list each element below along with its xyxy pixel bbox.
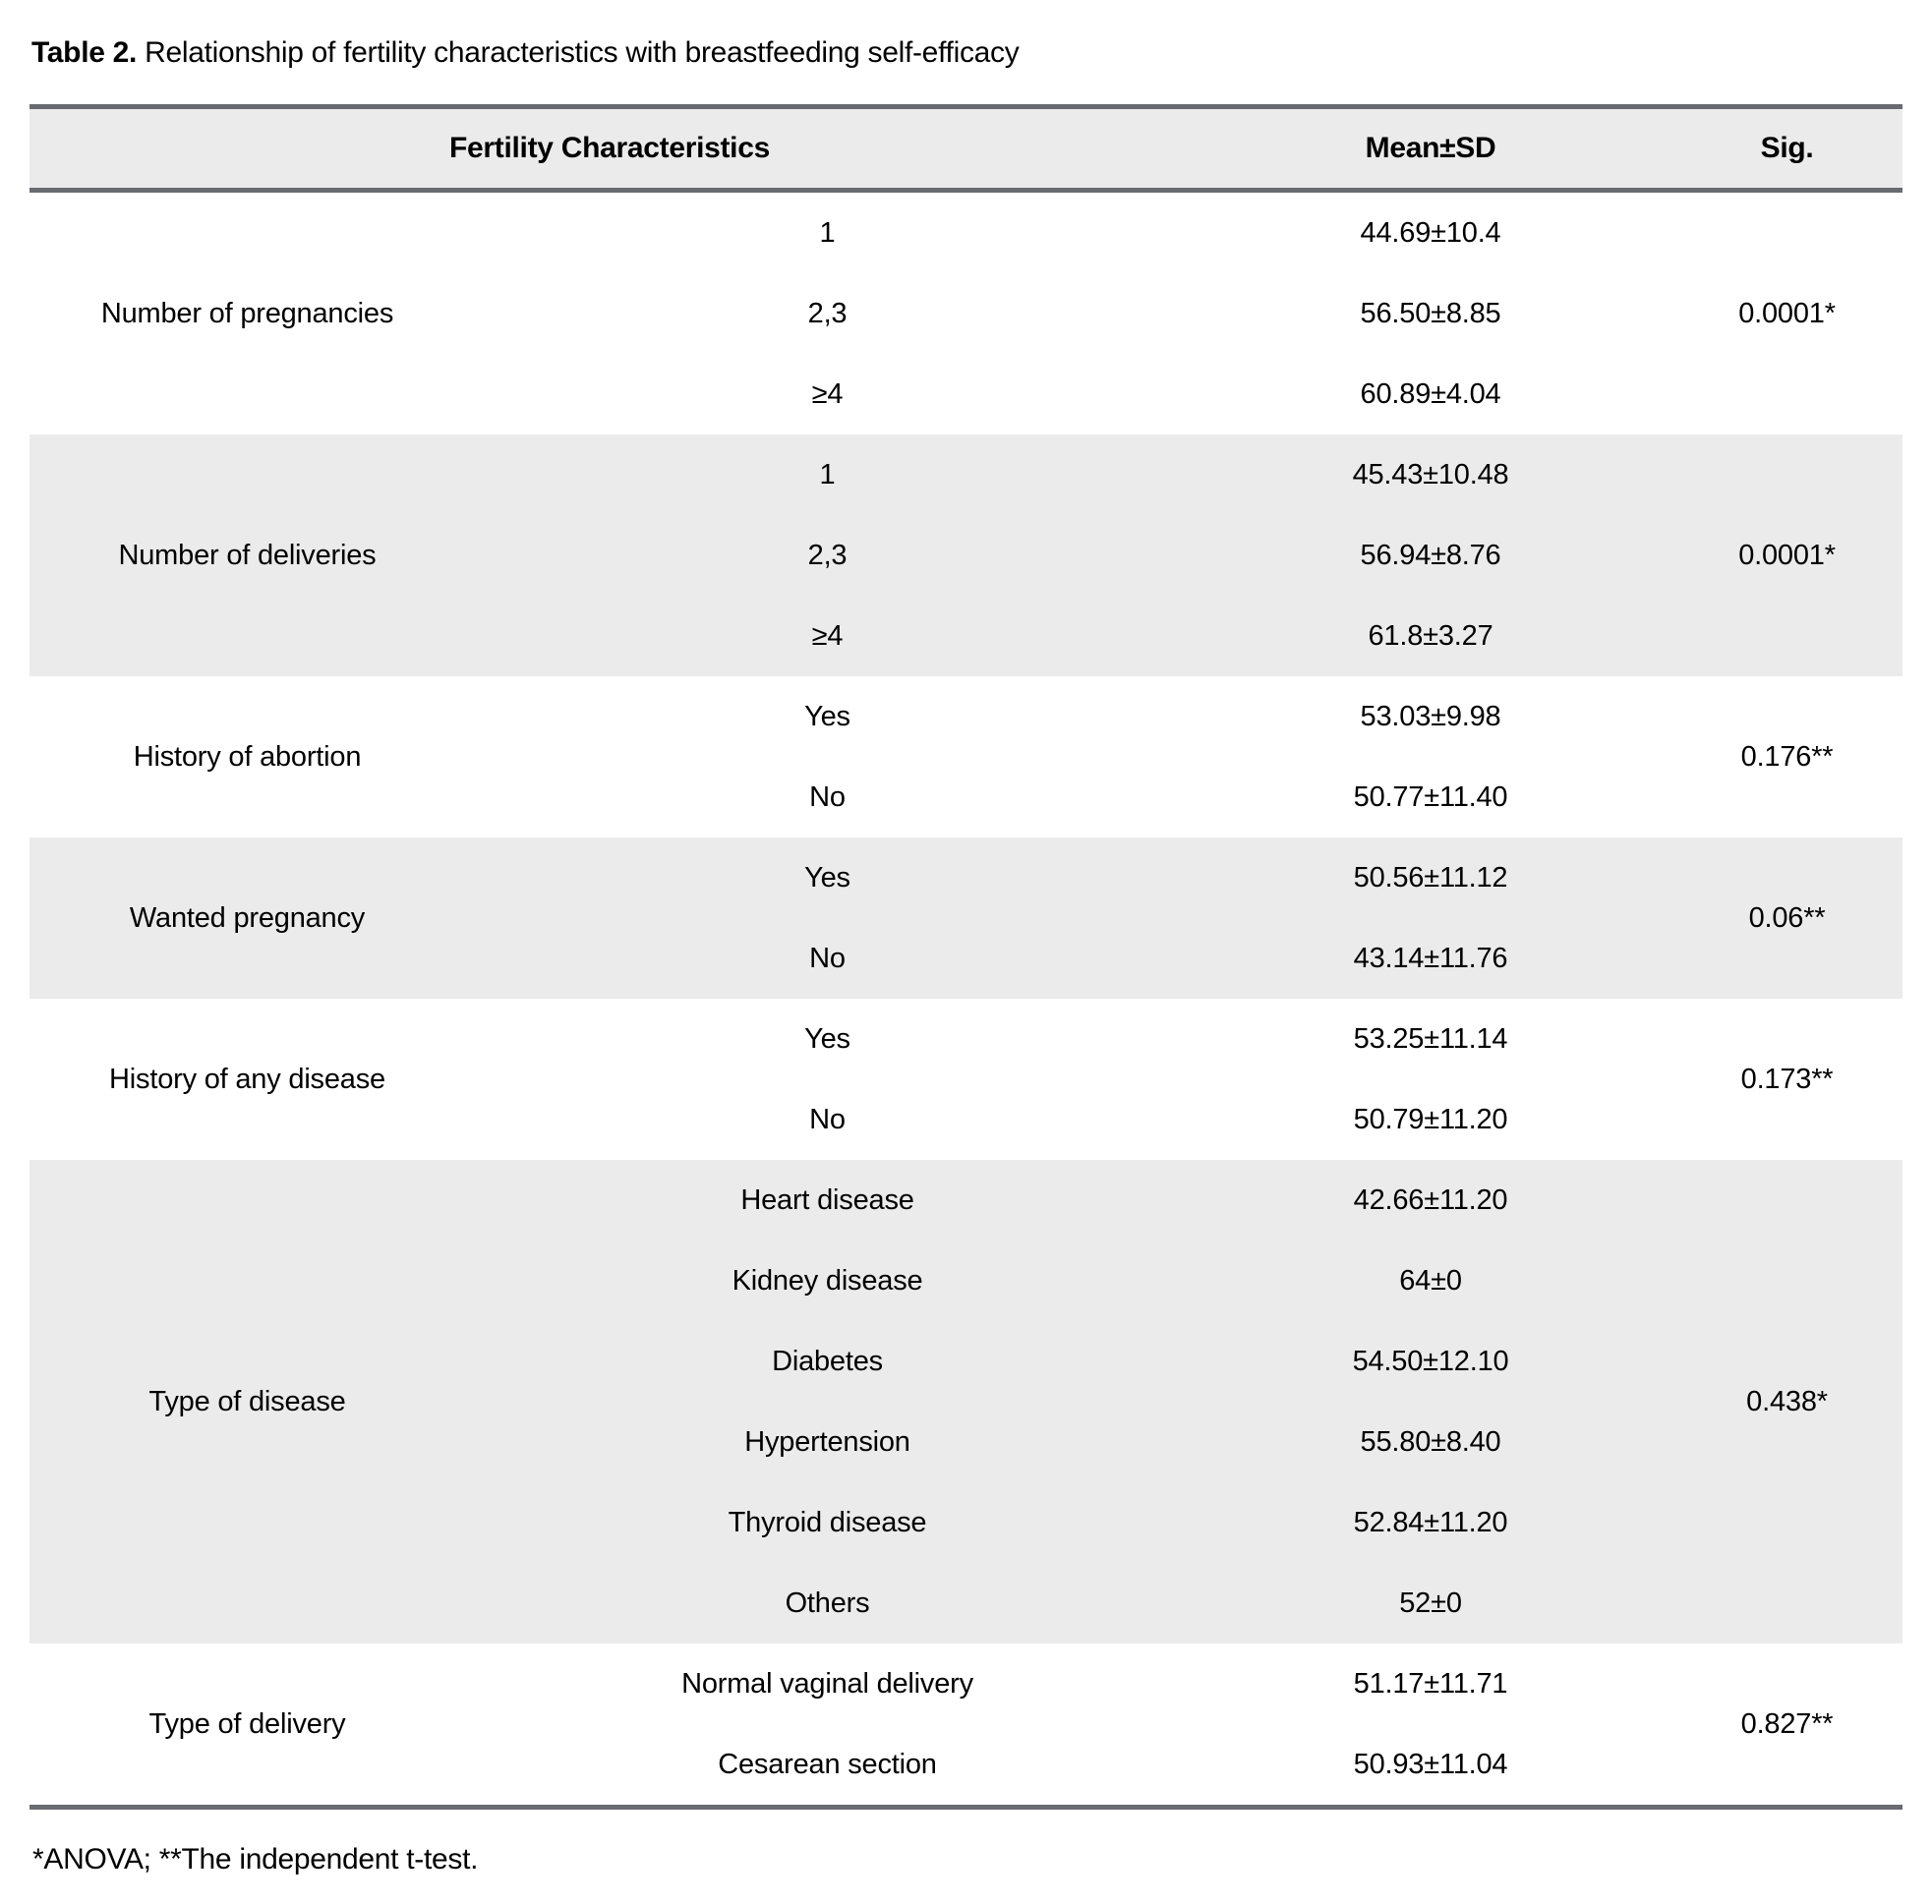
category-cell: Diabetes bbox=[465, 1321, 1191, 1402]
table-body: Number of pregnancies 1 44.69±10.4 0.0001* 2… bbox=[29, 191, 1903, 1808]
column-header-fertility-characteristics: Fertility Characteristics bbox=[29, 106, 1191, 193]
column-header-mean-sd: Mean±SD bbox=[1190, 106, 1672, 193]
mean-sd-cell: 50.79±11.20 bbox=[1353, 1103, 1508, 1135]
sig-cell: 0.0001* bbox=[1738, 297, 1836, 329]
mean-sd-cell: 56.94±8.76 bbox=[1190, 515, 1672, 596]
characteristic-label: History of abortion bbox=[133, 740, 362, 773]
sig-cell: 0.173** bbox=[1740, 1063, 1834, 1095]
mean-sd-cell: 60.89±4.04 bbox=[1360, 377, 1501, 410]
table-row: 2,3 56.94±8.76 bbox=[29, 515, 1903, 596]
mean-sd-cell: 56.50±8.85 bbox=[1360, 297, 1501, 329]
category-cell: No bbox=[465, 918, 1191, 999]
sig-cell: 0.827** bbox=[1740, 1707, 1834, 1740]
mean-sd-cell: 51.17±11.71 bbox=[1353, 1667, 1508, 1700]
category-cell: 1 bbox=[819, 216, 836, 249]
table-row: History of abortion Yes 53.03±9.98 0.176** bbox=[29, 676, 1903, 773]
mean-sd-cell: 52.84±11.20 bbox=[1190, 1482, 1672, 1563]
table-row: Kidney disease 64±0 bbox=[29, 1240, 1903, 1321]
table-row: Diabetes 54.50±12.10 bbox=[29, 1321, 1903, 1402]
mean-sd-cell: 61.8±3.27 bbox=[1190, 596, 1672, 676]
page-title: Table 2. Relationship of fertility chara… bbox=[31, 35, 1903, 71]
category-cell: Cesarean section bbox=[718, 1748, 937, 1780]
mean-sd-cell: 50.56±11.12 bbox=[1190, 837, 1672, 918]
category-cell: Yes bbox=[465, 837, 1191, 918]
category-cell: Heart disease bbox=[465, 1160, 1191, 1240]
characteristic-label: Type of disease bbox=[29, 1160, 465, 1644]
sig-cell: 0.06** bbox=[1671, 837, 1903, 999]
characteristic-label: Number of deliveries bbox=[29, 434, 465, 676]
table-row: ≥4 61.8±3.27 bbox=[29, 596, 1903, 676]
table-row: No 50.77±11.40 bbox=[29, 757, 1903, 837]
mean-sd-cell: 50.77±11.40 bbox=[1353, 780, 1508, 813]
table-row: Others 52±0 bbox=[29, 1563, 1903, 1644]
mean-sd-cell: 53.03±9.98 bbox=[1360, 700, 1501, 732]
characteristic-label: Type of delivery bbox=[148, 1707, 346, 1740]
table-footnote: *ANOVA; **The independent t-test. bbox=[32, 1843, 479, 1875]
category-cell: Yes bbox=[804, 700, 850, 732]
table-row: Type of delivery Normal vaginal delivery 5… bbox=[29, 1644, 1903, 1740]
table-row: Hypertension 55.80±8.40 bbox=[29, 1402, 1903, 1482]
table-header: Fertility Characteristics Mean±SD Sig. bbox=[29, 106, 1903, 193]
sig-cell: 0.0001* bbox=[1671, 434, 1903, 676]
sig-cell: 0.438* bbox=[1671, 1160, 1903, 1644]
table-row: Type of disease Heart disease 42.66±11.20 0… bbox=[29, 1160, 1903, 1644]
mean-sd-cell: 42.66±11.20 bbox=[1190, 1160, 1672, 1240]
category-cell: ≥4 bbox=[811, 377, 844, 410]
category-cell: No bbox=[809, 1103, 846, 1135]
header-row: Fertility Characteristics Mean±SD Sig. bbox=[29, 106, 1903, 193]
sig-cell: 0.176** bbox=[1740, 740, 1834, 773]
mean-sd-cell: 54.50±12.10 bbox=[1190, 1321, 1672, 1402]
mean-sd-cell: 53.25±11.14 bbox=[1353, 1022, 1508, 1055]
category-cell: Normal vaginal delivery bbox=[681, 1667, 973, 1700]
table-row: 2,3 56.50±8.85 bbox=[29, 273, 1903, 354]
table-row: Cesarean section 50.93±11.04 bbox=[29, 1724, 1903, 1808]
table-row: No 43.14±11.76 bbox=[29, 918, 1903, 999]
characteristic-label: History of any disease bbox=[109, 1063, 385, 1095]
mean-sd-cell: 45.43±10.48 bbox=[1190, 434, 1672, 515]
mean-sd-cell: 52±0 bbox=[1190, 1563, 1672, 1644]
category-cell: ≥4 bbox=[465, 596, 1191, 676]
mean-sd-cell: 50.93±11.04 bbox=[1353, 1748, 1508, 1780]
column-header-sig: Sig. bbox=[1671, 106, 1903, 193]
category-cell: No bbox=[809, 780, 846, 813]
mean-sd-cell: 55.80±8.40 bbox=[1190, 1402, 1672, 1482]
category-cell: Kidney disease bbox=[465, 1240, 1191, 1321]
table-row: No 50.79±11.20 bbox=[29, 1079, 1903, 1160]
mean-sd-cell: 44.69±10.4 bbox=[1360, 216, 1501, 249]
table-row: Number of pregnancies 1 44.69±10.4 0.0001* bbox=[29, 191, 1903, 329]
category-cell: Yes bbox=[804, 1022, 850, 1055]
category-cell: Hypertension bbox=[465, 1402, 1191, 1482]
category-cell: 2,3 bbox=[807, 297, 848, 329]
mean-sd-cell: 43.14±11.76 bbox=[1190, 918, 1672, 999]
table-row: Number of deliveries 1 45.43±10.48 0.0001* bbox=[29, 434, 1903, 676]
table-row: History of any disease Yes 53.25±11.14 0.17… bbox=[29, 999, 1903, 1095]
characteristic-label: Wanted pregnancy bbox=[29, 837, 465, 999]
category-cell: Others bbox=[465, 1563, 1191, 1644]
characteristic-label: Number of pregnancies bbox=[100, 297, 394, 329]
mean-sd-cell: 64±0 bbox=[1190, 1240, 1672, 1321]
fertility-table: Fertility Characteristics Mean±SD Sig. N… bbox=[29, 104, 1903, 1810]
table-number-label: Table 2. bbox=[31, 36, 138, 69]
category-cell: 1 bbox=[465, 434, 1191, 515]
category-cell: Thyroid disease bbox=[465, 1482, 1191, 1563]
table-row: Wanted pregnancy Yes 50.56±11.12 0.06** bbox=[29, 837, 1903, 999]
table-title-text: Relationship of fertility characteristic… bbox=[137, 36, 1020, 69]
table-row: Thyroid disease 52.84±11.20 bbox=[29, 1482, 1903, 1563]
category-cell: 2,3 bbox=[465, 515, 1191, 596]
table-row: ≥4 60.89±4.04 bbox=[29, 354, 1903, 434]
